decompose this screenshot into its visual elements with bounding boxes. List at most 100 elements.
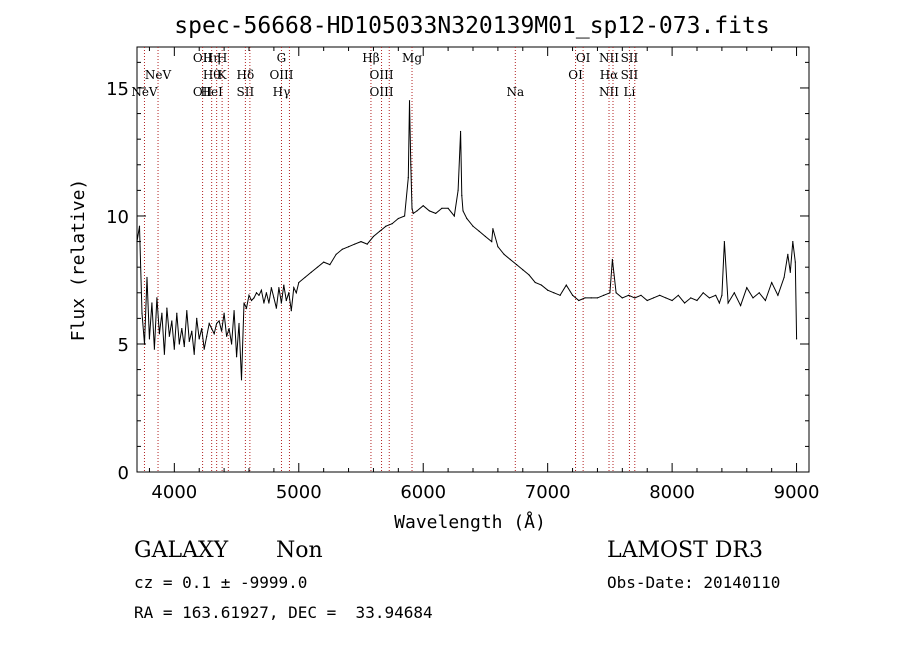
data-point	[143, 343, 146, 345]
data-point	[752, 297, 754, 299]
series-layer	[136, 100, 798, 381]
data-point	[677, 294, 679, 296]
data-point	[141, 312, 143, 314]
data-point	[515, 264, 518, 266]
data-point	[721, 294, 723, 296]
x-tick-label: 7000	[525, 482, 571, 503]
data-point	[280, 302, 282, 304]
data-point	[285, 299, 287, 302]
data-point	[216, 322, 218, 325]
data-point	[168, 335, 170, 337]
data-point	[503, 253, 505, 255]
y-axis-label: Flux (relative)	[68, 179, 89, 342]
data-point	[609, 292, 611, 294]
data-point	[136, 240, 138, 243]
line-label: Hη	[203, 51, 221, 65]
line-label: OIII	[370, 85, 394, 99]
data-point	[156, 297, 158, 299]
data-point	[403, 215, 406, 217]
data-point	[176, 312, 178, 314]
data-point	[196, 317, 198, 319]
data-point	[472, 225, 474, 227]
data-point	[298, 281, 300, 284]
data-point	[304, 276, 306, 279]
data-point	[441, 207, 443, 209]
line-label: OIII	[269, 68, 293, 82]
data-point	[250, 299, 253, 302]
data-point	[253, 297, 255, 299]
redshift-readout: cz = 0.1 ± -9999.0	[134, 573, 308, 592]
line-label: NII	[599, 85, 619, 99]
data-point	[422, 205, 424, 207]
data-point	[590, 297, 592, 299]
data-point	[153, 348, 156, 350]
data-point	[758, 292, 760, 294]
data-point	[208, 322, 210, 325]
data-point	[270, 287, 272, 289]
data-point	[151, 302, 153, 304]
data-point	[206, 335, 208, 337]
line-label: Hβ	[362, 51, 379, 65]
data-point	[789, 271, 791, 273]
data-point	[634, 297, 636, 299]
data-point	[708, 297, 711, 299]
data-point	[293, 287, 295, 289]
y-tick-label: 0	[118, 463, 129, 484]
data-point	[603, 294, 605, 296]
data-point	[273, 297, 275, 299]
data-point	[198, 338, 200, 340]
line-label: G	[277, 51, 287, 65]
data-point	[188, 340, 190, 343]
object-class: GALAXY	[134, 538, 229, 563]
data-point	[727, 302, 729, 304]
chart-title: spec-56668-HD105033N320139M01_sp12-073.f…	[174, 13, 769, 39]
y-tick-label: 10	[106, 207, 129, 228]
data-point	[746, 287, 748, 289]
data-point	[201, 328, 203, 330]
object-subclass: Non	[276, 538, 323, 563]
data-point	[584, 297, 586, 299]
data-point	[385, 225, 387, 227]
data-point	[733, 292, 735, 294]
data-point	[146, 276, 148, 279]
data-point	[615, 292, 617, 294]
data-point	[360, 240, 362, 243]
line-label: OI	[576, 51, 591, 65]
data-point	[795, 338, 798, 340]
data-point	[290, 310, 292, 312]
x-tick-label: 6000	[400, 482, 446, 503]
data-point	[646, 299, 648, 302]
data-point	[718, 302, 721, 304]
data-point	[459, 130, 462, 133]
coordinates-readout: RA = 163.61927, DEC = 33.94684	[134, 603, 433, 622]
line-label: Hα	[600, 68, 619, 82]
line-label: OI	[568, 68, 583, 82]
data-point	[275, 307, 277, 309]
data-point	[509, 258, 511, 261]
data-point	[238, 322, 240, 325]
data-point	[428, 210, 431, 212]
data-point	[411, 207, 413, 209]
line-label: SII	[237, 85, 255, 99]
data-point	[213, 333, 215, 335]
data-point	[347, 246, 350, 248]
data-point	[408, 100, 411, 102]
data-point	[341, 248, 343, 250]
data-point	[553, 292, 555, 294]
data-point	[457, 189, 459, 191]
data-point	[534, 281, 536, 284]
data-point	[596, 297, 599, 299]
y-tick-label: 15	[106, 79, 129, 100]
data-point	[240, 379, 243, 381]
line-label: SII	[621, 51, 639, 65]
data-point	[181, 328, 183, 330]
data-point	[484, 235, 487, 238]
data-point	[379, 230, 381, 232]
data-point	[158, 333, 160, 335]
data-point	[412, 212, 414, 215]
line-label: Na	[506, 85, 524, 99]
data-point	[178, 343, 180, 345]
data-point	[540, 284, 543, 286]
data-point	[397, 217, 399, 220]
data-point	[260, 289, 263, 291]
